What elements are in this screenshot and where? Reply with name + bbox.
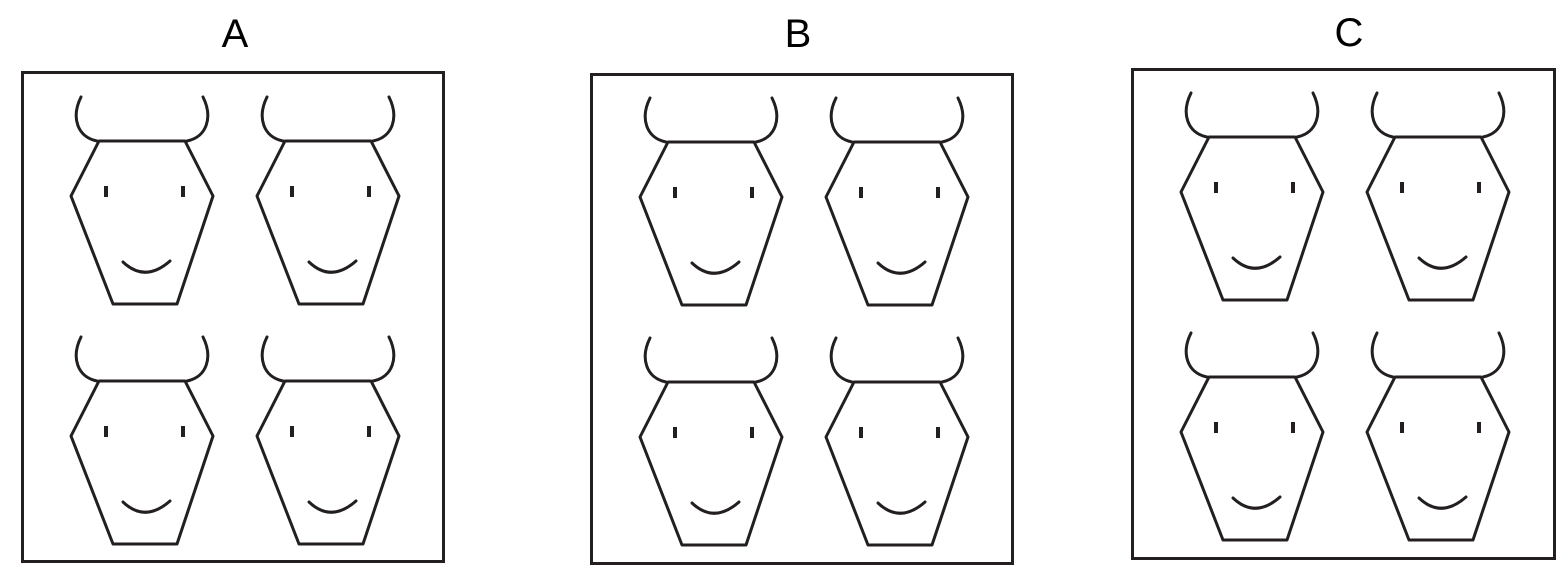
head-outline — [1365, 375, 1511, 542]
mouth — [690, 260, 741, 275]
bull-face-icon — [1179, 91, 1325, 302]
left-horn — [1370, 91, 1395, 139]
left-horn — [1370, 331, 1395, 379]
left-horn — [1184, 91, 1209, 139]
mouth — [1417, 255, 1468, 270]
right-horn — [940, 96, 965, 144]
panel-b — [590, 73, 1014, 565]
left-horn — [829, 96, 854, 144]
head-outline — [824, 140, 970, 307]
bull-face-icon — [638, 96, 784, 307]
head-outline — [255, 379, 401, 546]
mouth — [1417, 495, 1468, 510]
panel-label-a: A — [221, 12, 249, 56]
mouth — [307, 499, 358, 514]
left-horn — [643, 336, 668, 384]
right-horn — [754, 336, 779, 384]
mouth — [876, 260, 927, 275]
bull-face-icon — [69, 95, 215, 306]
right-horn — [1481, 91, 1506, 139]
right-horn — [754, 96, 779, 144]
bull-face-icon — [638, 336, 784, 547]
head-outline — [1365, 135, 1511, 302]
right-horn — [371, 95, 396, 143]
left-horn — [260, 335, 285, 383]
bull-face-icon — [824, 336, 970, 547]
left-horn — [1184, 331, 1209, 379]
right-horn — [371, 335, 396, 383]
head-outline — [1179, 375, 1325, 542]
right-horn — [1295, 91, 1320, 139]
panel-c — [1131, 68, 1556, 560]
panel-c-figures — [1179, 91, 1511, 542]
right-horn — [185, 335, 210, 383]
left-horn — [643, 96, 668, 144]
panel-a — [21, 71, 445, 563]
panel-a-figures — [69, 95, 401, 546]
panel-label-c: C — [1334, 11, 1364, 55]
mouth — [307, 259, 358, 274]
mouth — [876, 500, 927, 515]
left-horn — [74, 95, 99, 143]
left-horn — [74, 335, 99, 383]
head-outline — [1179, 135, 1325, 302]
bull-face-icon — [1365, 331, 1511, 542]
bull-face-icon — [69, 335, 215, 546]
head-outline — [255, 139, 401, 306]
head-outline — [824, 380, 970, 547]
left-horn — [829, 336, 854, 384]
right-horn — [1295, 331, 1320, 379]
bull-face-icon — [255, 95, 401, 306]
mouth — [121, 499, 172, 514]
head-outline — [69, 139, 215, 306]
mouth — [121, 259, 172, 274]
bull-face-icon — [255, 335, 401, 546]
bull-face-icon — [1179, 331, 1325, 542]
head-outline — [69, 379, 215, 546]
head-outline — [638, 380, 784, 547]
head-outline — [638, 140, 784, 307]
mouth — [1231, 495, 1282, 510]
bull-face-icon — [824, 96, 970, 307]
mouth — [690, 500, 741, 515]
panel-label-b: B — [784, 12, 812, 56]
right-horn — [185, 95, 210, 143]
left-horn — [260, 95, 285, 143]
panel-b-figures — [638, 96, 970, 547]
bull-face-icon — [1365, 91, 1511, 302]
right-horn — [1481, 331, 1506, 379]
mouth — [1231, 255, 1282, 270]
right-horn — [940, 336, 965, 384]
